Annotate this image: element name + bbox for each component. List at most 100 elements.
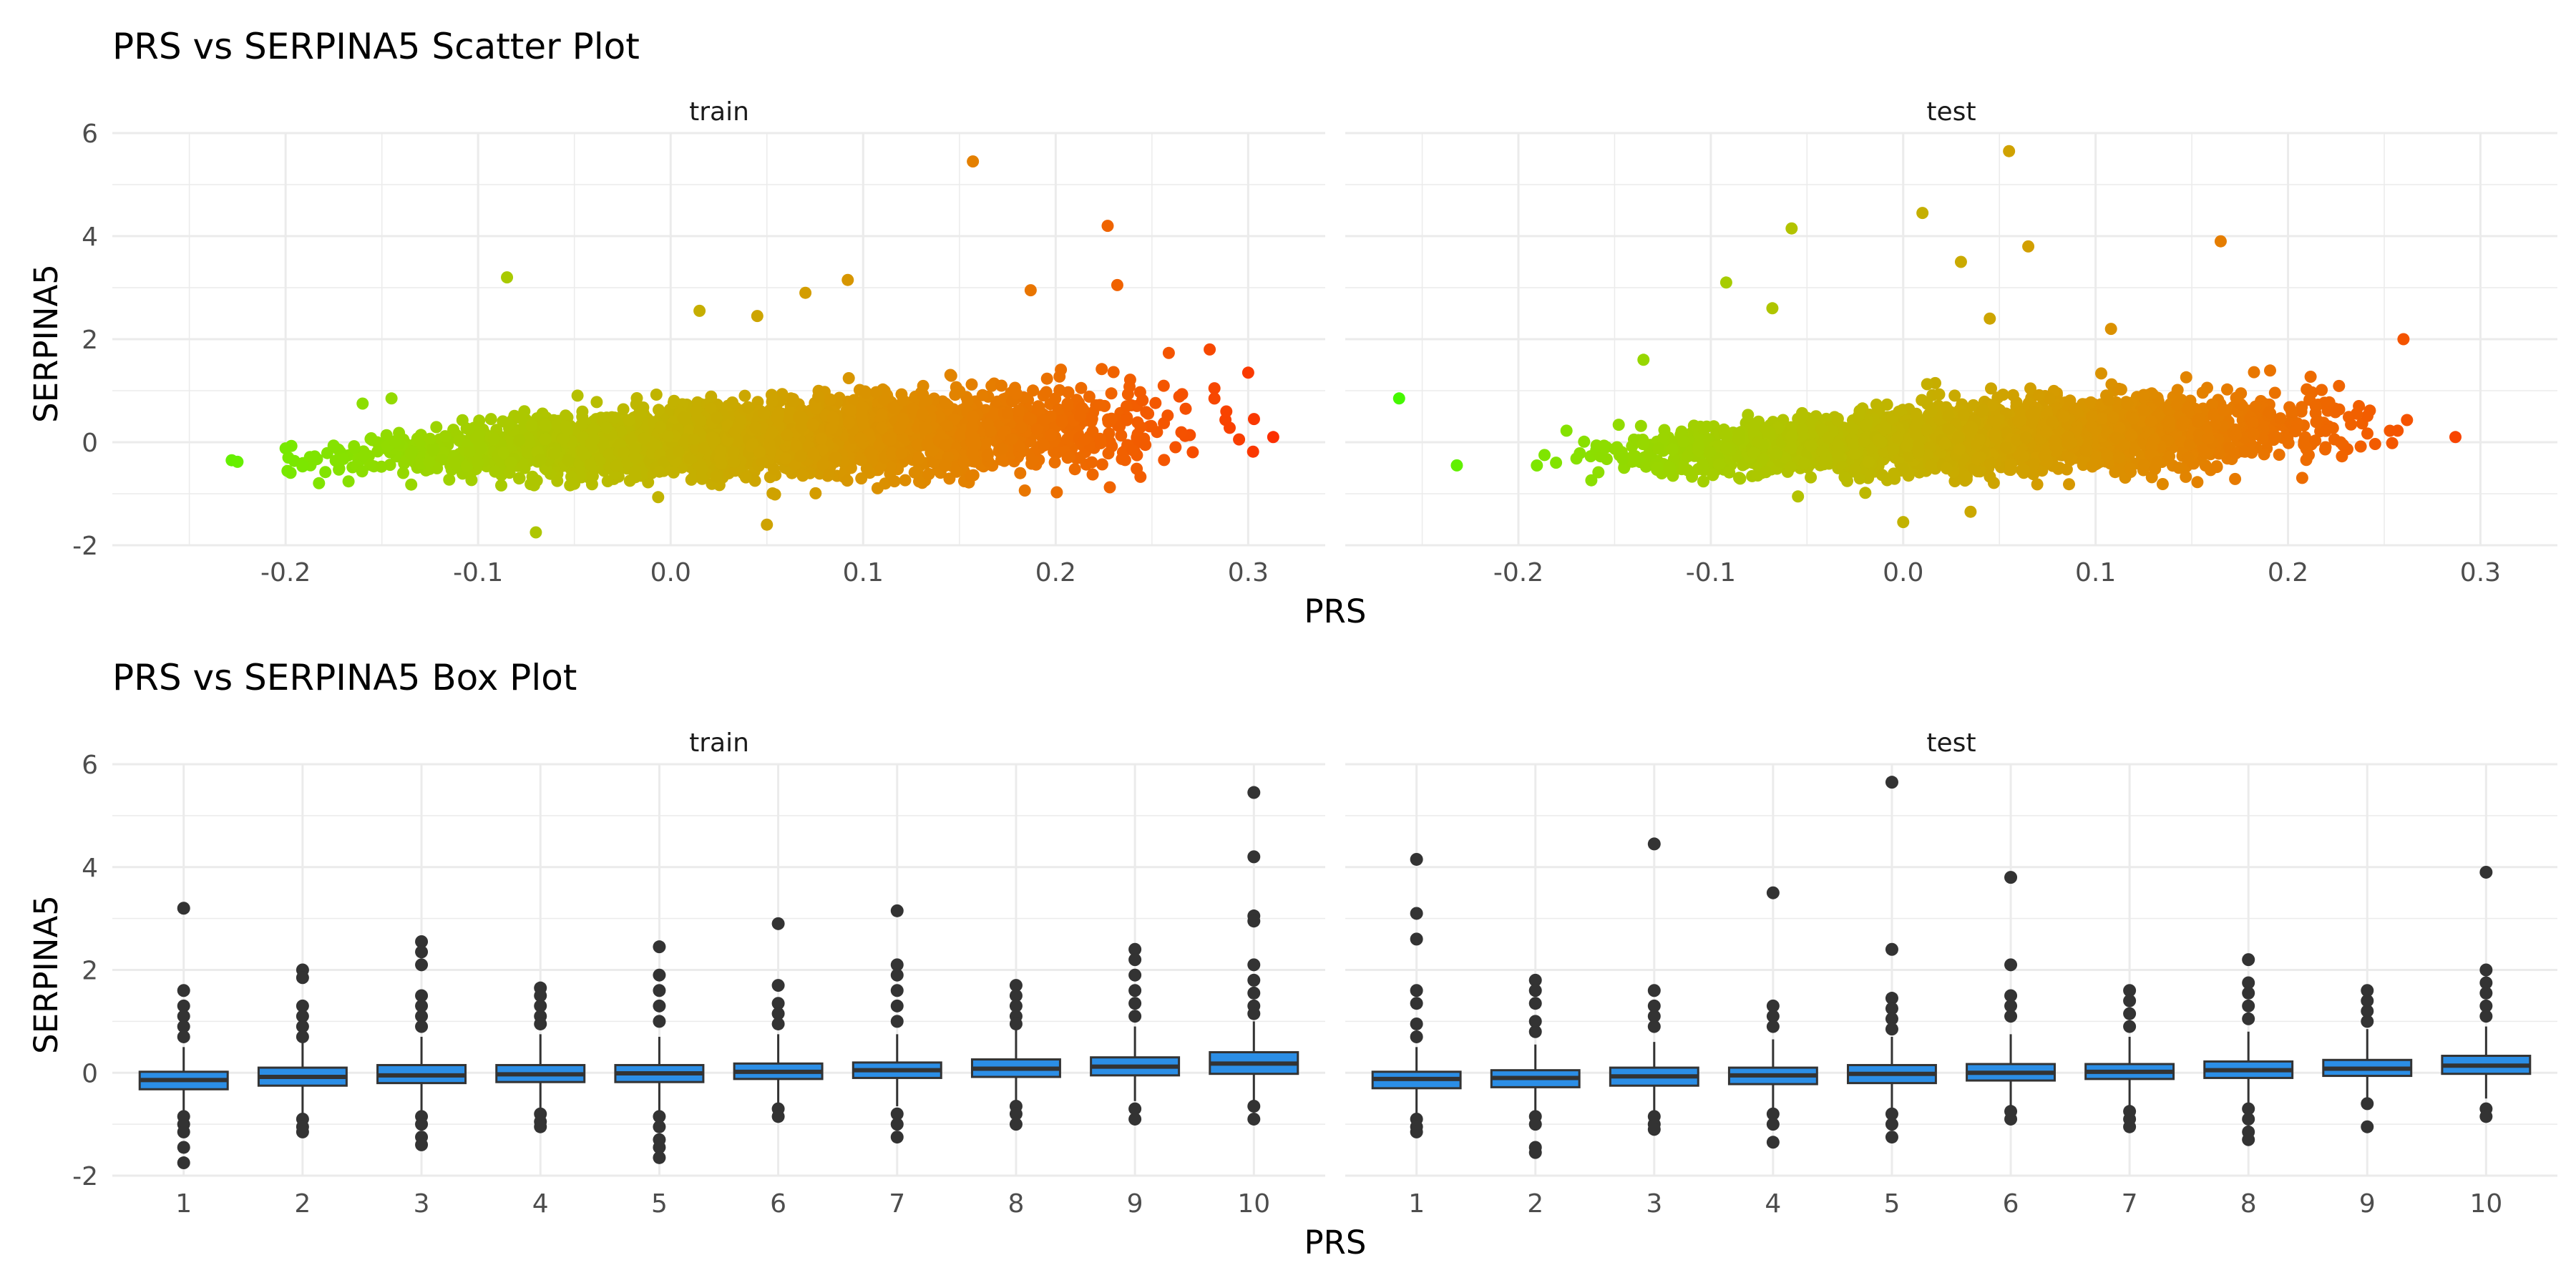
scatter-point [888,475,901,488]
scatter-point [527,479,540,492]
scatter-point [1162,346,1175,359]
scatter-point [1074,410,1086,423]
scatter-point [423,455,436,468]
scatter-train-y-tick-label: 6 [82,119,98,149]
scatter-point [2304,371,2317,383]
scatter-point [826,421,839,434]
scatter-test-x-tick-label: 0.1 [2075,558,2116,587]
scatter-point [970,437,982,450]
scatter-point [976,389,989,401]
scatter-point [816,458,829,471]
scatter-point [525,419,538,432]
scatter-point [1062,386,1075,399]
scatter-point [1734,472,1747,485]
scatter-point-outlier [693,304,706,317]
scatter-strip-train: train [689,97,749,127]
scatter-point [2333,379,2346,392]
scatter-point [465,474,478,487]
scatter-test-x-tick-label: 0.0 [1883,558,1923,587]
scatter-point [1013,404,1025,417]
scatter-point [908,466,921,479]
scatter-point [1220,405,1233,418]
scatter-point [794,450,807,462]
scatter-point [2391,424,2404,437]
scatter-point [812,390,825,403]
scatter-point [738,389,751,402]
scatter-point [652,491,665,504]
scatter-point [365,432,378,444]
scatter-point [489,465,502,478]
scatter-point [786,393,799,406]
scatter-point [296,460,309,473]
scatter-point [1158,454,1171,467]
scatter-point [769,488,781,501]
scatter-point [404,448,417,461]
scatter-point [939,459,952,472]
scatter-test-x-tick-label: -0.2 [1493,558,1543,587]
scatter-point [1078,434,1091,446]
scatter-point [922,468,935,480]
scatter-point [921,438,934,451]
scatter-point [939,439,952,452]
scatter-point [281,464,294,477]
scatter-point [965,378,978,391]
scatter-point [397,467,409,479]
scatter-point [1026,454,1039,467]
scatter-point [668,394,680,407]
scatter-point-outlier [1204,343,1216,356]
scatter-point [562,454,575,467]
scatter-point [503,467,516,479]
scatter-point [375,460,388,473]
scatter-point [560,422,573,435]
scatter-y-axis-label: SERPINA5 [27,264,65,423]
scatter-point [497,447,510,459]
scatter-point [575,418,588,431]
scatter-point [487,432,500,445]
scatter-point [539,419,552,431]
scatter-point [1085,456,1098,469]
scatter-point [473,414,486,427]
scatter-point [539,433,552,446]
scatter-point [1073,452,1086,464]
scatter-point [472,455,484,468]
scatter-train-x-tick-label: -0.2 [260,558,311,587]
scatter-point [389,435,401,448]
scatter-point [2095,367,2107,380]
scatter-point [2180,371,2192,384]
scatter-point [809,487,822,499]
scatter-point [1224,421,1236,434]
scatter-point [728,456,741,469]
scatter-point [957,456,970,469]
scatter-point [1045,429,1058,441]
scatter-point [981,449,994,462]
scatter-train-y-tick-label: 4 [82,223,98,252]
scatter-point [1186,446,1199,459]
scatter-point [842,372,855,384]
scatter-point [2386,436,2399,449]
box-strip-train: train [689,728,749,758]
scatter-point [443,473,456,486]
scatter-point [688,433,701,446]
scatter-point [1145,419,1158,432]
scatter-point [1131,416,1144,429]
scatter-point [1233,433,1246,446]
scatter-point-outlier [356,397,369,410]
scatter-point [2300,454,2313,467]
scatter-point [2354,440,2367,453]
scatter-train-x-tick-label: 0.0 [650,558,691,587]
scatter-point-outlier [1111,278,1123,291]
scatter-point [653,465,666,478]
scatter-point [1933,388,1946,401]
scatter-point-outlier [1241,366,1254,379]
scatter-point [1032,402,1045,415]
scatter-point [424,432,436,445]
scatter-point [1105,412,1118,425]
scatter-point [327,439,340,452]
scatter-point [503,418,515,431]
scatter-point [2229,472,2242,485]
scatter-point [2063,478,2075,491]
box-x-axis-label: PRS [1304,1224,1367,1262]
scatter-point [893,422,906,435]
scatter-point [1086,468,1099,481]
